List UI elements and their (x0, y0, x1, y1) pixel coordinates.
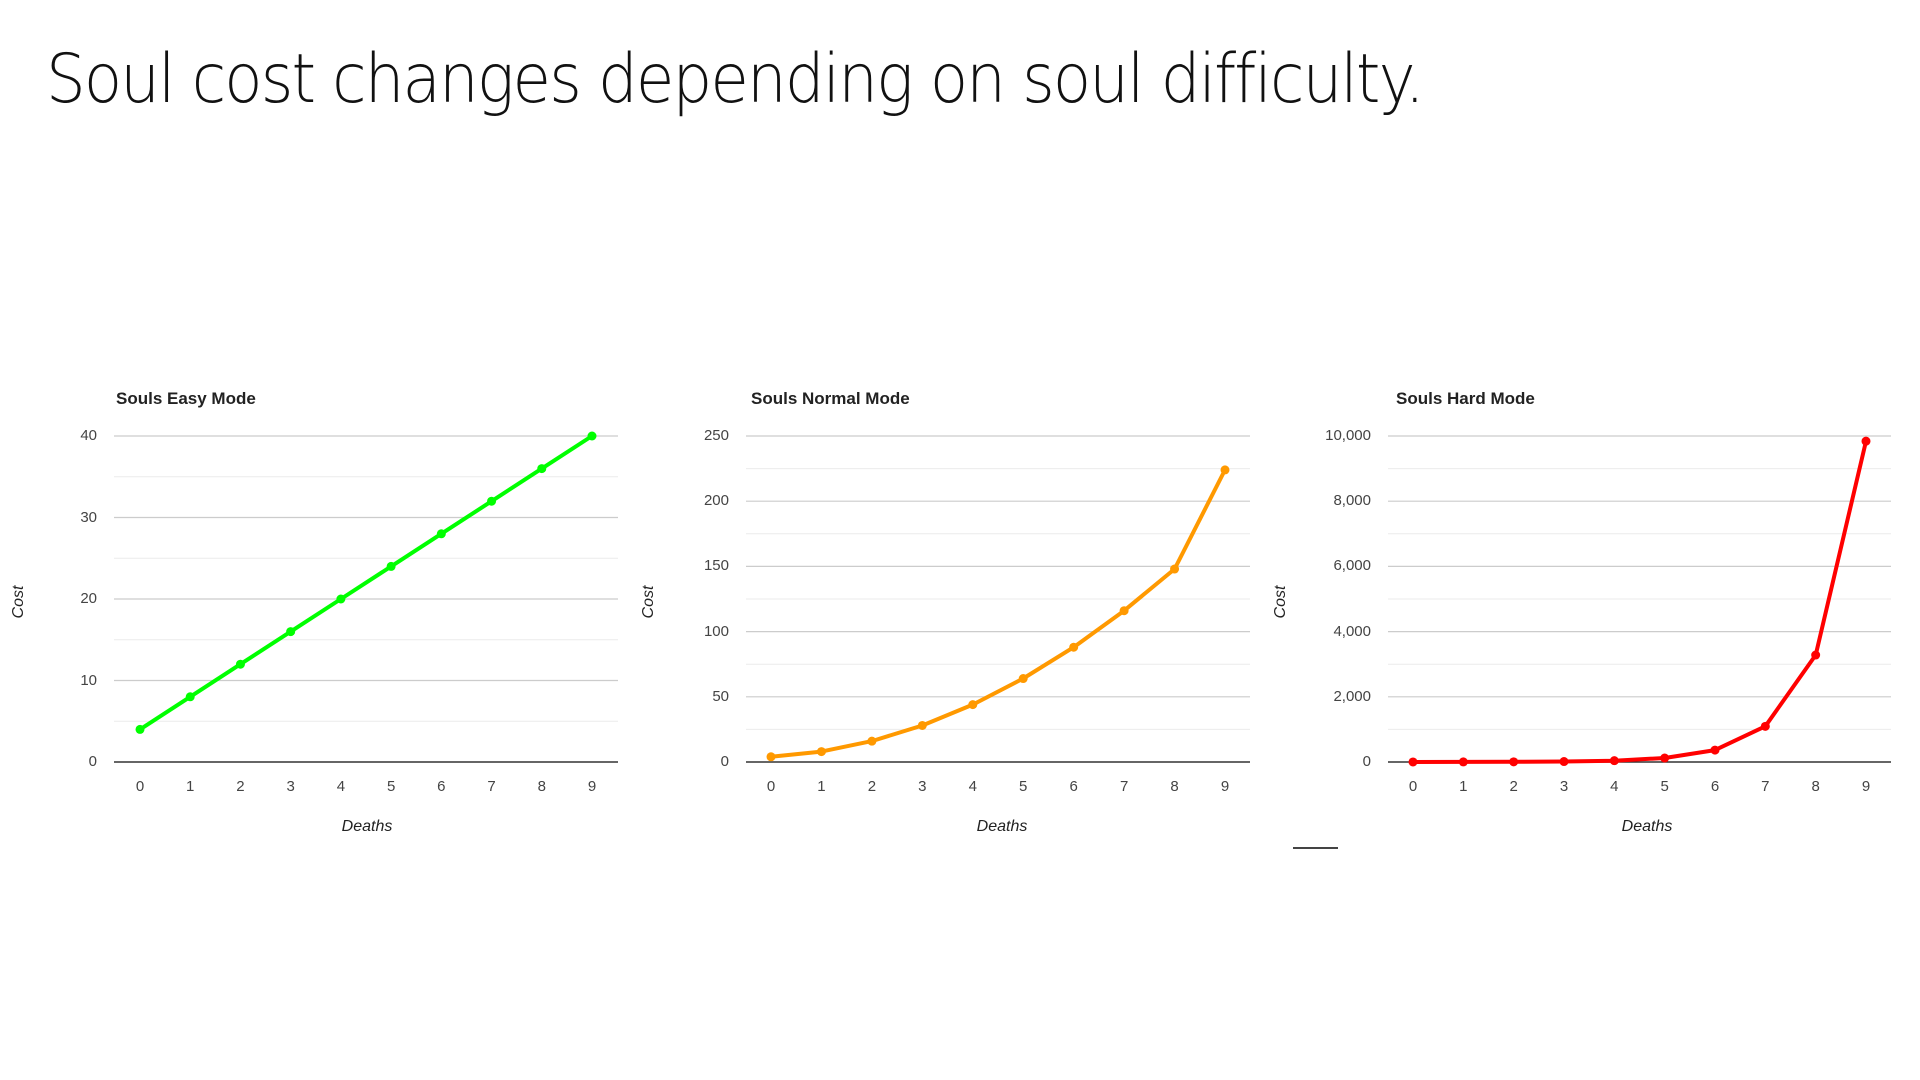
chart-title: Souls Normal Mode (751, 389, 910, 408)
x-tick-label: 2 (1509, 778, 1518, 795)
data-point (1559, 757, 1569, 767)
data-point (135, 724, 145, 734)
data-point (386, 561, 396, 571)
x-tick-label: 4 (1610, 778, 1619, 795)
y-tick-label: 30 (80, 508, 97, 526)
x-tick-label: 3 (1559, 778, 1569, 795)
data-point (1760, 721, 1770, 731)
line-plot (746, 435, 1250, 763)
y-tick-label: 250 (703, 427, 729, 444)
data-point (336, 594, 346, 604)
data-point (1710, 745, 1720, 755)
data-point (917, 720, 927, 730)
data-point (1408, 757, 1418, 767)
x-tick-label: 9 (1861, 778, 1871, 795)
y-tick-label: 0 (88, 753, 97, 770)
chart-title: Souls Hard Mode (1396, 389, 1535, 408)
y-tick-label: 100 (703, 622, 729, 640)
y-tick-label: 50 (712, 687, 729, 705)
y-tick-label: 0 (1362, 753, 1371, 770)
x-tick-label: 4 (336, 778, 346, 795)
data-point (968, 700, 978, 710)
x-tick-label: 2 (236, 778, 245, 795)
y-tick-label: 10 (80, 671, 97, 689)
data-point (816, 747, 826, 757)
data-point (1220, 465, 1230, 475)
y-tick-label: 10,000 (1325, 427, 1371, 444)
data-point (1609, 756, 1619, 766)
y-tick-label: 6,000 (1333, 557, 1371, 575)
x-axis-label: Deaths (1621, 818, 1673, 835)
x-tick-label: 8 (1170, 778, 1179, 795)
x-tick-label: 9 (587, 778, 597, 795)
x-tick-label: 8 (1811, 778, 1820, 795)
y-tick-label: 150 (703, 557, 729, 575)
x-tick-label: 2 (867, 778, 877, 795)
line-plot (1388, 435, 1891, 767)
x-tick-label: 0 (766, 778, 776, 795)
data-point (1018, 674, 1028, 684)
y-tick-label: 4,000 (1333, 622, 1371, 640)
x-tick-label: 5 (386, 778, 396, 795)
data-point (436, 529, 446, 539)
x-tick-label: 0 (1408, 778, 1418, 795)
chart-title: Souls Easy Mode (116, 389, 256, 408)
x-tick-label: 7 (487, 778, 496, 795)
x-tick-label: 4 (968, 778, 977, 795)
x-tick-label: 3 (286, 778, 295, 795)
slide-title: Soul cost changes depending on soul diff… (46, 40, 1425, 119)
chart-easy-mode: Souls Easy Mode Cost Deaths 0 10 20 30 40 0 1 2… (0, 380, 640, 860)
y-tick-label: 0 (720, 753, 729, 770)
x-tick-label: 6 (1710, 778, 1720, 795)
data-point (587, 431, 597, 441)
series-line (138, 434, 594, 732)
data-point (235, 659, 245, 669)
x-tick-label: 7 (1119, 778, 1129, 795)
y-tick-label: 2,000 (1333, 687, 1371, 705)
x-tick-label: 3 (918, 778, 927, 795)
x-axis-label: Deaths (976, 818, 1028, 835)
x-axis-label: Deaths (341, 818, 393, 835)
x-tick-label: 6 (437, 778, 446, 795)
series-line (1412, 440, 1868, 764)
chart-normal-mode: Souls Normal Mode Cost Deaths 0 50 100 150 2… (632, 380, 1272, 860)
x-tick-label: 8 (537, 778, 546, 795)
data-point (537, 464, 547, 474)
x-tick-label: 1 (186, 778, 195, 795)
chart-hard-mode: Souls Hard Mode Cost Deaths 0 2,000 4,000 6… (1272, 380, 1914, 860)
line-plot (114, 431, 618, 763)
x-tick-label: 6 (1069, 778, 1078, 795)
y-tick-label: 40 (80, 427, 97, 444)
divider-line (1293, 847, 1338, 849)
x-tick-label: 5 (1019, 778, 1028, 795)
series-line (770, 468, 1227, 759)
data-point (867, 736, 877, 746)
data-point (1119, 606, 1129, 616)
data-point (286, 627, 296, 637)
data-point (1458, 757, 1468, 767)
x-tick-label: 1 (817, 778, 826, 795)
x-tick-label: 5 (1660, 778, 1669, 795)
x-tick-label: 1 (1459, 778, 1468, 795)
data-point (766, 752, 776, 762)
data-point (1811, 650, 1821, 660)
data-point (1069, 642, 1079, 652)
y-tick-label: 200 (703, 492, 729, 510)
data-point (1660, 753, 1670, 763)
data-point (185, 692, 195, 702)
y-tick-label: 8,000 (1333, 492, 1371, 510)
y-tick-label: 20 (80, 590, 97, 607)
x-tick-label: 0 (135, 778, 145, 795)
x-tick-label: 7 (1761, 778, 1770, 795)
data-point (1861, 436, 1871, 446)
x-tick-label: 9 (1220, 778, 1230, 795)
data-point (487, 496, 497, 506)
data-point (1509, 757, 1519, 767)
data-point (1170, 564, 1180, 574)
